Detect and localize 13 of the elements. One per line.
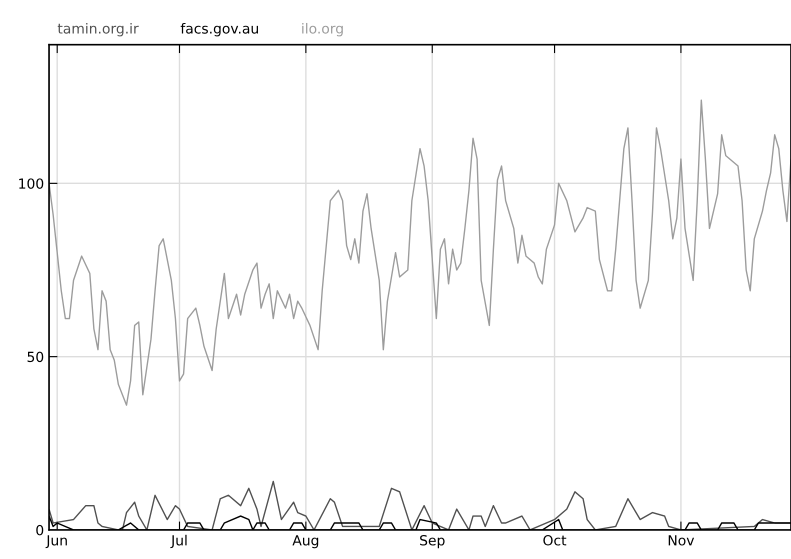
- y-tick-label: 100: [19, 178, 44, 189]
- text: facs.gov.au: [180, 22, 258, 36]
- x-tick-label: Jun: [46, 535, 67, 548]
- x-tick-label: Jul: [170, 534, 187, 548]
- y-tick-label: 0: [36, 524, 44, 536]
- x-tick-label: Oct: [543, 535, 566, 546]
- x-tick-label: Nov: [668, 535, 694, 546]
- text: tamin.org.ir: [58, 22, 139, 36]
- x-tick-label: Aug: [292, 535, 318, 548]
- x-tick-label: Sep: [420, 535, 445, 548]
- line-series: [49, 99, 791, 406]
- y-tick-label: 50: [28, 352, 44, 362]
- text: ilo.org: [302, 22, 343, 36]
